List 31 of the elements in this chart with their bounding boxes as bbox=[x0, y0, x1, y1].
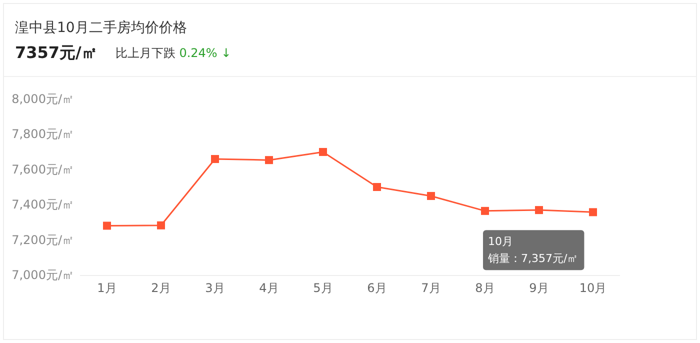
chart-title: 湟中县10月二手房均价价格 bbox=[15, 20, 187, 36]
point bbox=[427, 192, 435, 200]
point bbox=[211, 155, 219, 164]
x-tick-label: 1月 bbox=[97, 281, 117, 295]
point bbox=[103, 222, 111, 230]
x-tick-label: 10月 bbox=[579, 281, 607, 295]
x-tick-label: 6月 bbox=[367, 281, 387, 295]
x-tick-label: 2月 bbox=[151, 281, 171, 295]
point bbox=[319, 148, 327, 156]
y-tick-label: 7,200元/㎡ bbox=[12, 232, 74, 247]
point bbox=[265, 156, 273, 164]
y-tick-label: 7,000元/㎡ bbox=[12, 268, 74, 282]
point bbox=[481, 206, 489, 215]
y-tick-label: 7,400元/㎡ bbox=[12, 198, 74, 212]
x-tick-label: 8月 bbox=[475, 281, 495, 295]
point bbox=[373, 183, 381, 191]
y-tick-label: 7,600元/㎡ bbox=[12, 162, 74, 176]
annotation: 销量：7,357元/㎡ bbox=[487, 252, 578, 266]
chart-subtitle: 7357元/㎡ bbox=[15, 43, 98, 62]
x-tick-label: 4月 bbox=[259, 281, 279, 295]
point bbox=[535, 206, 543, 214]
y-tick-label: 8,000元/㎡ bbox=[12, 92, 74, 106]
text: 比上月下跌 0.24% ↓ bbox=[115, 46, 232, 60]
point bbox=[157, 221, 165, 230]
y-tick-label: 7,800元/㎡ bbox=[12, 127, 74, 142]
point bbox=[589, 208, 597, 216]
x-tick-label: 5月 bbox=[313, 281, 333, 295]
annotation: 10月 bbox=[488, 235, 513, 248]
x-tick-label: 7月 bbox=[421, 281, 441, 295]
x-tick-label: 9月 bbox=[529, 281, 549, 295]
x-tick-label: 3月 bbox=[205, 281, 225, 295]
